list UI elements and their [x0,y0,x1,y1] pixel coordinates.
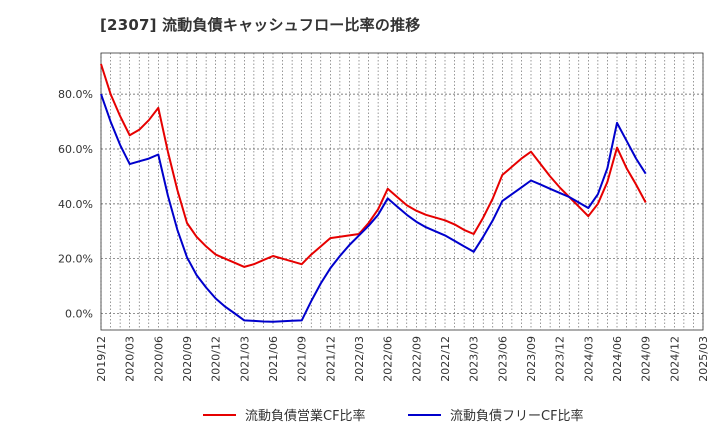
x-tick-label: 2023/03 [468,336,481,382]
y-tick-label: 40.0% [58,198,93,211]
x-tick-label: 2021/09 [296,336,309,382]
x-tick-label: 2022/03 [353,336,366,382]
plot-area [101,53,703,330]
x-tick-label: 2023/09 [525,336,538,382]
legend-label-1: 流動負債営業CF比率 [245,408,366,424]
y-tick-label: 20.0% [58,253,93,266]
plot-border [100,52,704,331]
x-tick-label: 2019/12 [95,336,108,382]
x-tick-label: 2021/06 [267,336,280,382]
x-tick-label: 2023/12 [554,336,567,382]
legend-label-2: 流動負債フリーCF比率 [450,408,584,424]
x-tick-label: 2025/03 [697,336,710,382]
y-tick-label: 0.0% [65,308,93,321]
y-tick-label: 80.0% [58,88,93,101]
x-tick-label: 2023/06 [496,336,509,382]
x-tick-label: 2022/12 [439,336,452,382]
x-tick-label: 2024/03 [582,336,595,382]
x-tick-label: 2020/03 [124,336,137,382]
x-tick-label: 2024/09 [640,336,653,382]
x-tick-label: 2020/06 [152,336,165,382]
x-tick-label: 2024/06 [611,336,624,382]
x-tick-label: 2024/12 [668,336,681,382]
series-line-1 [100,63,647,268]
chart-title: [2307] 流動負債キャッシュフロー比率の推移 [100,16,421,34]
x-tick-label: 2022/06 [382,336,395,382]
x-tick-label: 2021/03 [238,336,251,382]
x-tick-label: 2020/09 [181,336,194,382]
y-tick-label: 60.0% [58,143,93,156]
series-line-2 [100,93,647,323]
x-tick-label: 2022/09 [410,336,423,382]
x-tick-label: 2021/12 [324,336,337,382]
x-tick-label: 2020/12 [210,336,223,382]
